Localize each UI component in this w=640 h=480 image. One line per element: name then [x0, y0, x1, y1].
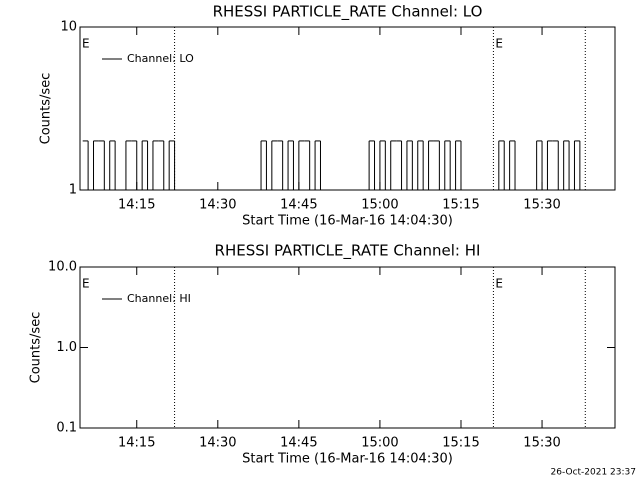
- y-axis-label: Counts/sec: [39, 73, 54, 145]
- x-tick-label: 14:15: [118, 436, 155, 451]
- y-tick-label: 1: [69, 183, 77, 198]
- x-tick-label: 14:30: [199, 198, 236, 213]
- x-tick-label: 14:30: [199, 436, 236, 451]
- event-label: E: [495, 277, 503, 291]
- x-tick-label: 14:45: [280, 198, 317, 213]
- chart-title: RHESSI PARTICLE_RATE Channel: LO: [213, 3, 483, 22]
- x-tick-label: 14:45: [280, 436, 317, 451]
- x-tick-label: 15:30: [523, 198, 560, 213]
- event-label: E: [82, 277, 90, 291]
- y-axis-label: Counts/sec: [29, 312, 44, 384]
- chart-title: RHESSI PARTICLE_RATE Channel: HI: [215, 242, 481, 261]
- legend-label: Channel: HI: [127, 292, 191, 305]
- event-label: E: [495, 37, 503, 51]
- y-tick-label: 10.0: [48, 260, 77, 275]
- x-axis-label: Start Time (16-Mar-16 14:04:30): [242, 452, 453, 467]
- x-tick-label: 15:15: [442, 436, 479, 451]
- x-tick-label: 14:15: [118, 198, 155, 213]
- x-axis-label: Start Time (16-Mar-16 14:04:30): [242, 214, 453, 229]
- x-tick-label: 15:00: [361, 436, 398, 451]
- event-label: E: [82, 37, 90, 51]
- x-tick-label: 15:00: [361, 198, 398, 213]
- timestamp: 26-Oct-2021 23:37: [551, 468, 636, 478]
- legend-label: Channel: LO: [127, 52, 194, 65]
- y-tick-label: 0.1: [56, 421, 77, 436]
- y-tick-label: 10: [60, 20, 77, 35]
- x-tick-label: 15:15: [442, 198, 479, 213]
- x-tick-label: 15:30: [523, 436, 560, 451]
- step-connectors: [87, 140, 581, 190]
- y-tick-label: 1.0: [56, 340, 77, 355]
